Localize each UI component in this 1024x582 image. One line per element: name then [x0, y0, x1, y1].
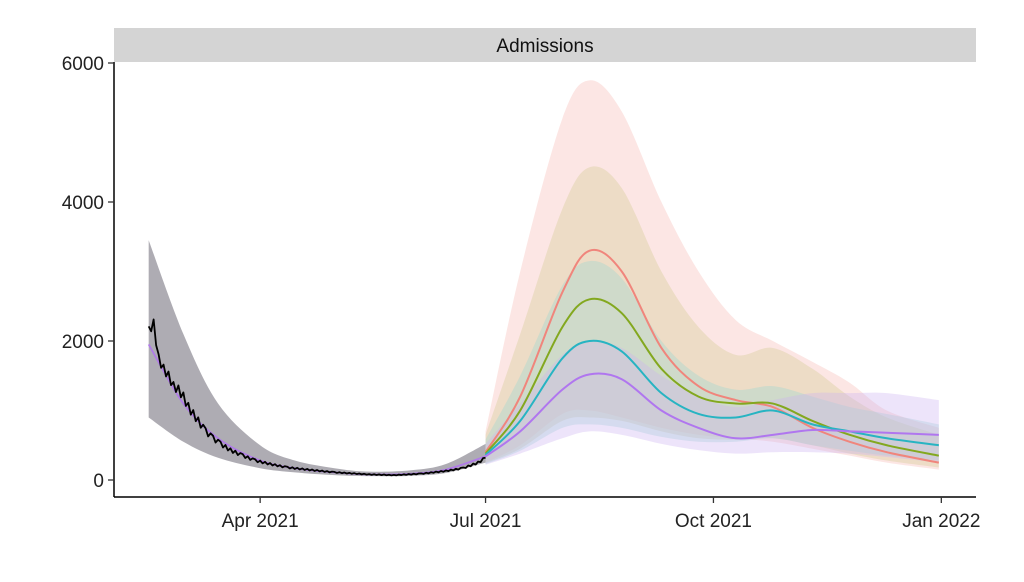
facet-title: Admissions	[496, 36, 593, 57]
y-tick-label: 2000	[62, 332, 104, 353]
projection-band-2	[485, 166, 939, 468]
facet-strip	[114, 28, 976, 62]
projection-band-3	[485, 260, 939, 465]
axes: 0 2000 4000 6000 Apr 2021 Jul 2021 Oct 2021 Jan…	[62, 54, 981, 532]
observed-line	[147, 318, 486, 477]
projection-band-1	[485, 80, 939, 470]
y-tick-label: 6000	[62, 54, 104, 75]
y-tick-label: 0	[93, 471, 104, 492]
projection-line-1	[484, 248, 940, 464]
x-tick-label: Jan 2022	[902, 511, 980, 532]
projection-line-4	[484, 372, 939, 458]
x-tick-label: Jul 2021	[450, 511, 522, 532]
y-tick-label: 4000	[62, 193, 104, 214]
x-tick-label: Apr 2021	[222, 511, 299, 532]
fit-band	[148, 240, 486, 477]
x-tick-label: Oct 2021	[675, 511, 752, 532]
uncertainty-bands	[148, 80, 939, 477]
series-lines	[147, 248, 940, 477]
projection-line-2	[484, 297, 940, 457]
